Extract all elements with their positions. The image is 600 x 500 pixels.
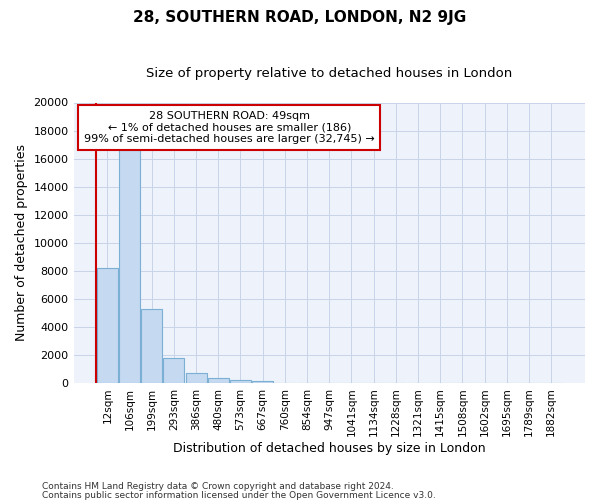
Bar <box>230 380 251 383</box>
Text: Contains public sector information licensed under the Open Government Licence v3: Contains public sector information licen… <box>42 490 436 500</box>
Bar <box>141 308 162 383</box>
Title: Size of property relative to detached houses in London: Size of property relative to detached ho… <box>146 68 512 80</box>
Bar <box>208 378 229 383</box>
Bar <box>163 358 184 383</box>
X-axis label: Distribution of detached houses by size in London: Distribution of detached houses by size … <box>173 442 485 455</box>
Text: 28 SOUTHERN ROAD: 49sqm
← 1% of detached houses are smaller (186)
99% of semi-de: 28 SOUTHERN ROAD: 49sqm ← 1% of detached… <box>84 111 375 144</box>
Bar <box>119 150 140 383</box>
Text: Contains HM Land Registry data © Crown copyright and database right 2024.: Contains HM Land Registry data © Crown c… <box>42 482 394 491</box>
Text: 28, SOUTHERN ROAD, LONDON, N2 9JG: 28, SOUTHERN ROAD, LONDON, N2 9JG <box>133 10 467 25</box>
Bar <box>185 373 206 383</box>
Y-axis label: Number of detached properties: Number of detached properties <box>15 144 28 341</box>
Bar <box>252 380 273 383</box>
Bar <box>97 268 118 383</box>
